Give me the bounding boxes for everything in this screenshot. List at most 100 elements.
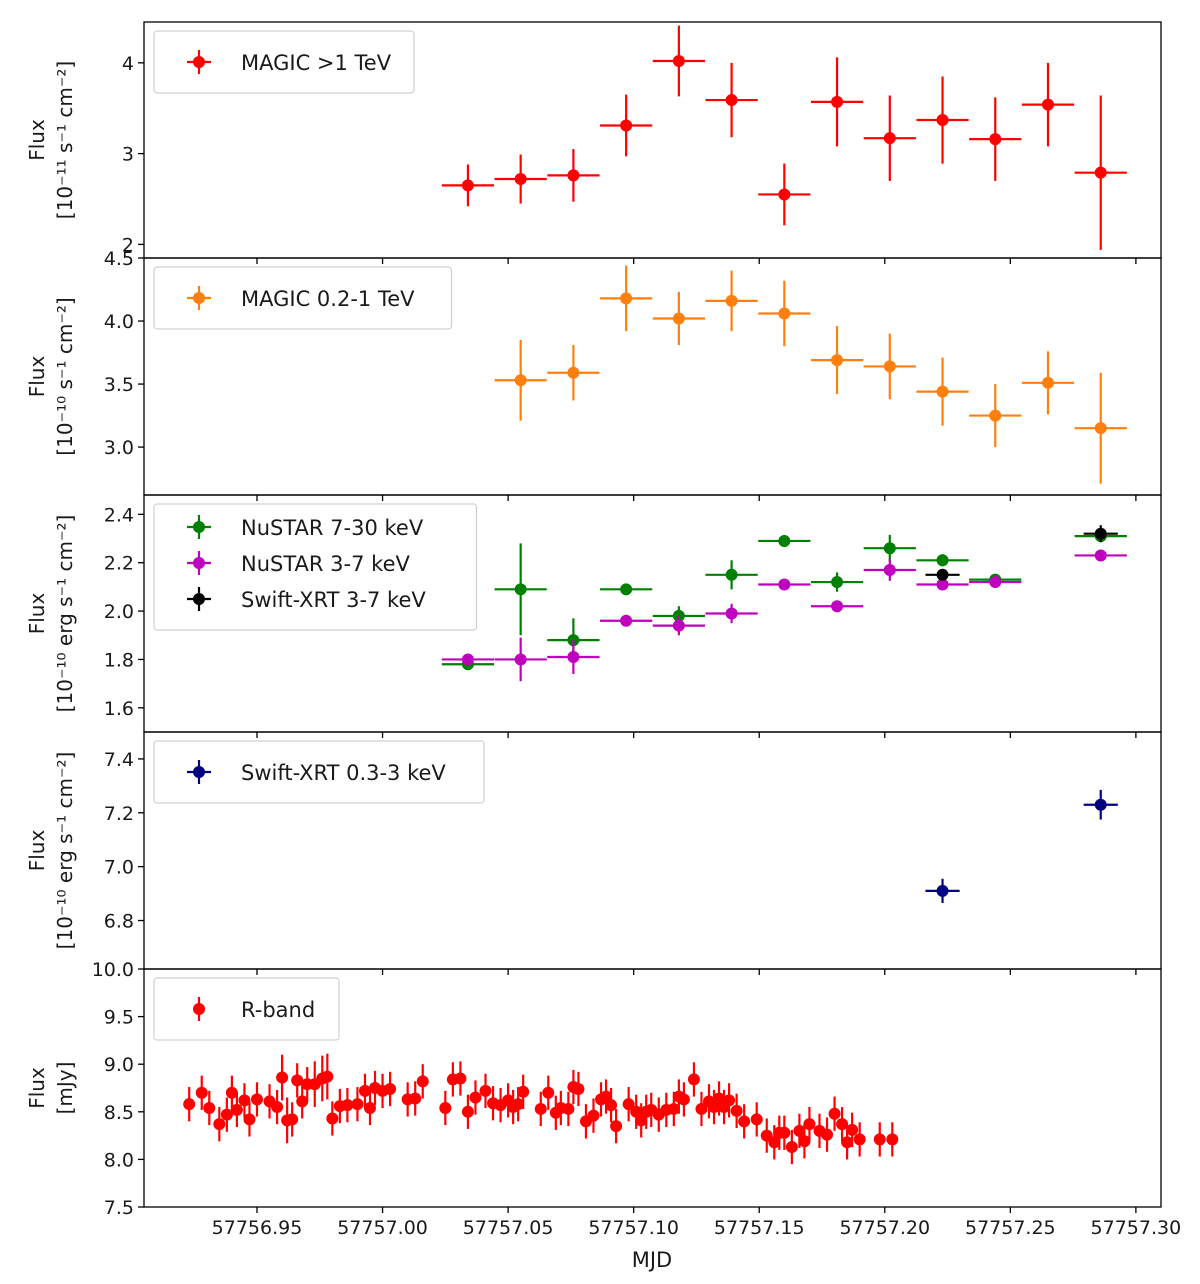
data-point bbox=[517, 1085, 530, 1098]
data-point bbox=[778, 534, 791, 547]
x-tick-label: 57757.20 bbox=[839, 1217, 930, 1239]
data-point bbox=[873, 1133, 886, 1146]
data-point bbox=[276, 1071, 289, 1084]
data-point bbox=[831, 600, 844, 613]
data-point bbox=[620, 614, 633, 627]
data-point bbox=[620, 119, 633, 132]
x-tick-label: 57757.30 bbox=[1091, 1217, 1182, 1239]
panel-4: 6.8 7.0 7.2 7.4 Flux [10⁻¹⁰ erg s⁻¹ cm⁻²] Swif… bbox=[25, 731, 1162, 975]
data-point bbox=[1042, 376, 1054, 389]
data-point bbox=[296, 1095, 309, 1108]
data-point bbox=[213, 1118, 226, 1131]
data-layer bbox=[183, 1053, 899, 1165]
data-point bbox=[936, 554, 949, 567]
panel-3: 1.6 1.8 2.0 2.2 2.4 Flux [10⁻¹⁰ erg s⁻¹ cm⁻²] N… bbox=[25, 494, 1162, 738]
data-point bbox=[831, 95, 844, 108]
y-tick-label: 8.0 bbox=[104, 1149, 134, 1171]
data-point bbox=[1094, 549, 1107, 562]
data-point bbox=[883, 360, 896, 373]
y-axis-label-line2: [10⁻¹⁰ erg s⁻¹ cm⁻²] bbox=[53, 515, 77, 713]
data-point bbox=[730, 1104, 743, 1117]
legend-label: R-band bbox=[241, 998, 315, 1022]
y-axis-label-line1: Flux bbox=[25, 119, 49, 161]
data-point bbox=[667, 1102, 680, 1115]
data-point bbox=[542, 1086, 555, 1099]
data-layer bbox=[441, 525, 1127, 682]
y-tick-label: 4 bbox=[122, 53, 134, 75]
legend-label: Swift-XRT 3-7 keV bbox=[241, 588, 426, 612]
series-r-band bbox=[183, 1053, 899, 1165]
data-point bbox=[989, 133, 1002, 146]
data-point bbox=[321, 1070, 334, 1083]
y-tick-label: 2.2 bbox=[104, 553, 134, 575]
y-tick-label: 3 bbox=[122, 144, 134, 166]
data-point bbox=[695, 1102, 708, 1115]
x-tick-label: 57756.95 bbox=[212, 1217, 303, 1239]
x-tick-label: 57757.00 bbox=[337, 1217, 428, 1239]
data-point bbox=[778, 578, 791, 591]
data-point bbox=[587, 1109, 600, 1122]
y-tick-label: 2.4 bbox=[104, 504, 134, 526]
y-tick-label: 3.5 bbox=[104, 374, 134, 396]
data-point bbox=[326, 1112, 339, 1125]
x-axis-label: MJD bbox=[632, 1248, 672, 1272]
data-point bbox=[416, 1075, 429, 1088]
data-point bbox=[1094, 527, 1107, 540]
data-point bbox=[203, 1101, 216, 1114]
data-point bbox=[291, 1074, 304, 1087]
data-point bbox=[883, 132, 896, 145]
data-point bbox=[605, 1099, 618, 1112]
y-tick-label: 6.8 bbox=[104, 911, 134, 933]
legend-marker bbox=[193, 766, 205, 778]
data-point bbox=[672, 55, 685, 68]
y-tick-label: 4.0 bbox=[104, 311, 134, 333]
series-magic-0-2-1-tev bbox=[494, 265, 1127, 484]
legend-label: Swift-XRT 0.3-3 keV bbox=[241, 761, 446, 785]
data-point bbox=[409, 1092, 422, 1105]
data-point bbox=[672, 312, 685, 325]
data-point bbox=[687, 1073, 700, 1086]
y-axis-label-line1: Flux bbox=[25, 1067, 49, 1109]
y-tick-label: 8.5 bbox=[104, 1102, 134, 1124]
x-tick-label: 57757.25 bbox=[965, 1217, 1056, 1239]
data-point bbox=[886, 1133, 899, 1146]
data-point bbox=[479, 1084, 492, 1097]
data-point bbox=[1042, 98, 1054, 111]
y-tick-label: 3.0 bbox=[104, 437, 134, 459]
panel-2: 3.0 3.5 4.0 4.5 Flux [10⁻¹⁰ s⁻¹ cm⁻²] MAGIC 0.… bbox=[25, 248, 1162, 501]
data-point bbox=[793, 1124, 806, 1137]
shared-x-axis: 57756.95 57757.00 57757.05 57757.10 57757.15… bbox=[212, 1217, 1182, 1239]
data-point bbox=[341, 1099, 354, 1112]
legend: MAGIC 0.2-1 TeV bbox=[153, 266, 453, 330]
x-tick-label: 57757.15 bbox=[714, 1217, 805, 1239]
legend: Swift-XRT 0.3-3 keV bbox=[153, 740, 485, 804]
data-point bbox=[251, 1093, 263, 1106]
data-point bbox=[461, 179, 474, 192]
data-point bbox=[936, 884, 949, 897]
data-point bbox=[672, 619, 685, 632]
series-magic-1-tev bbox=[441, 25, 1127, 250]
y-tick-label: 7.2 bbox=[104, 803, 134, 825]
data-point bbox=[831, 576, 844, 589]
y-tick-label: 1.8 bbox=[104, 649, 134, 671]
data-point bbox=[785, 1141, 798, 1154]
legend-label: NuSTAR 7-30 keV bbox=[241, 516, 424, 540]
y-axis-label-line2: [10⁻¹⁰ s⁻¹ cm⁻²] bbox=[53, 297, 77, 455]
data-point bbox=[461, 1105, 474, 1118]
series-nustar-7-30-kev bbox=[441, 530, 1127, 671]
y-tick-label: 7.5 bbox=[104, 1197, 134, 1219]
legend-label: MAGIC 0.2-1 TeV bbox=[241, 287, 415, 311]
legend-marker bbox=[193, 1003, 205, 1015]
legend-box bbox=[153, 740, 485, 804]
data-point bbox=[828, 1107, 841, 1120]
series-nustar-3-7-kev bbox=[441, 549, 1127, 682]
legend-marker bbox=[193, 56, 205, 68]
data-point bbox=[562, 1102, 575, 1115]
data-point bbox=[841, 1136, 854, 1149]
data-point bbox=[725, 568, 738, 581]
legend-marker bbox=[193, 593, 205, 605]
data-point bbox=[364, 1101, 376, 1114]
data-point bbox=[384, 1082, 397, 1095]
data-point bbox=[243, 1113, 256, 1126]
